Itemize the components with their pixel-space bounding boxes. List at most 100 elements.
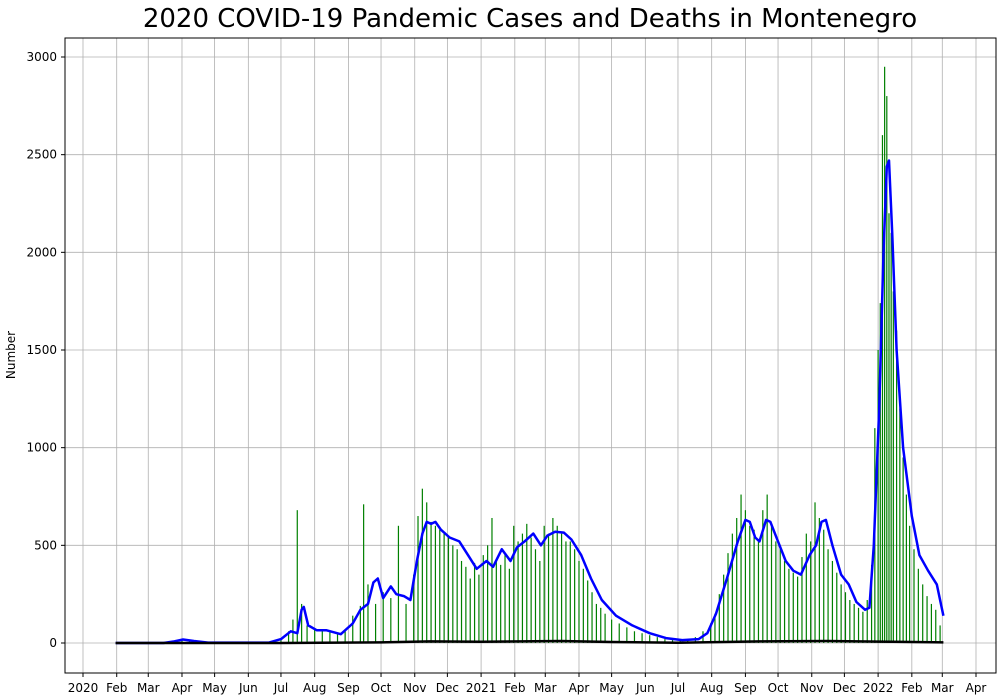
- case-bar: [810, 541, 812, 643]
- case-bar: [710, 623, 712, 643]
- case-bar: [862, 611, 864, 643]
- case-bar: [578, 560, 580, 643]
- y-axis-label: Number: [4, 331, 18, 379]
- case-bar: [491, 517, 493, 643]
- x-tick-label: Apr: [569, 681, 590, 695]
- case-bar: [792, 572, 794, 643]
- case-bar: [939, 625, 941, 643]
- x-tick-label: 2020: [68, 681, 99, 695]
- case-bar: [895, 330, 898, 643]
- case-bar: [439, 529, 441, 643]
- case-bar: [352, 615, 354, 643]
- x-tick-label: Dec: [436, 681, 459, 695]
- case-bar: [301, 603, 303, 643]
- case-bar: [749, 525, 751, 643]
- case-bar: [478, 574, 480, 643]
- case-bar: [513, 525, 515, 643]
- case-bar: [547, 533, 550, 643]
- case-bar: [374, 603, 377, 643]
- case-bar: [801, 557, 803, 643]
- case-bar: [421, 488, 423, 643]
- x-tick-label: Dec: [833, 681, 856, 695]
- deaths-line: [115, 639, 944, 645]
- case-bar: [836, 572, 838, 643]
- x-tick-label: May: [599, 681, 624, 695]
- case-bar: [731, 533, 733, 643]
- x-tick-label: Feb: [504, 681, 525, 695]
- case-bar: [779, 549, 781, 643]
- x-tick-label: Oct: [768, 681, 789, 695]
- case-bar: [569, 541, 571, 643]
- x-tick-label: Jul: [273, 681, 288, 695]
- case-bar: [565, 541, 567, 643]
- x-tick-label: Feb: [106, 681, 127, 695]
- x-tick-label: May: [202, 681, 227, 695]
- y-tick-label: 2000: [26, 245, 57, 259]
- case-bar: [909, 525, 911, 643]
- case-bar: [718, 594, 720, 643]
- case-bar: [443, 533, 445, 643]
- case-bar: [857, 607, 860, 643]
- case-bar: [452, 545, 454, 643]
- case-bar: [456, 549, 458, 643]
- case-bar: [740, 494, 742, 643]
- case-bar: [633, 631, 636, 643]
- case-bar: [426, 502, 428, 643]
- case-bar: [823, 529, 825, 643]
- cases-average-line: [115, 159, 945, 645]
- case-bar: [611, 619, 613, 643]
- case-bar: [888, 213, 890, 643]
- case-bar: [314, 629, 316, 643]
- x-tick-label: Nov: [403, 681, 426, 695]
- case-bar: [922, 584, 924, 643]
- x-tick-label: Aug: [303, 681, 326, 695]
- case-bar: [853, 603, 855, 643]
- case-bar: [434, 525, 437, 643]
- trend-lines: [115, 159, 945, 645]
- y-tick-label: 1500: [26, 343, 57, 357]
- case-bar: [797, 576, 799, 643]
- y-tick-label: 0: [49, 636, 57, 650]
- case-bar: [460, 560, 463, 643]
- case-bar: [556, 525, 558, 643]
- case-bar: [482, 555, 484, 643]
- case-bar: [367, 584, 369, 643]
- case-bar: [844, 592, 847, 643]
- case-bar: [530, 537, 532, 643]
- y-axis: 0 500 1000 1500 2000 2500 3000: [26, 50, 65, 650]
- case-bar: [500, 564, 502, 643]
- case-bar: [714, 613, 716, 643]
- case-bar: [814, 502, 816, 643]
- case-bar: [181, 639, 183, 643]
- case-bar: [344, 629, 346, 643]
- case-bar: [849, 600, 851, 643]
- x-tick-label: Mar: [534, 681, 557, 695]
- case-bar: [917, 568, 919, 643]
- case-bar: [582, 568, 584, 643]
- case-bar: [417, 516, 419, 643]
- case-bar: [504, 553, 506, 643]
- case-bar: [899, 408, 901, 643]
- case-bar: [390, 598, 392, 643]
- case-bar: [902, 457, 904, 643]
- case-bar: [539, 560, 541, 643]
- chart-title: 2020 COVID-19 Pandemic Cases and Deaths …: [143, 4, 917, 34]
- x-tick-label: Apr: [966, 681, 987, 695]
- case-bar: [280, 638, 282, 643]
- case-bar: [736, 517, 738, 643]
- case-bar: [329, 632, 331, 643]
- case-bar: [805, 533, 807, 643]
- case-bar: [744, 510, 747, 643]
- case-bar: [840, 584, 842, 643]
- x-tick-label: Jul: [670, 681, 685, 695]
- case-bar: [587, 580, 589, 643]
- case-bar: [591, 592, 593, 643]
- case-bar: [405, 603, 407, 643]
- case-bar: [508, 568, 510, 643]
- case-bar: [757, 541, 760, 643]
- case-bar: [296, 510, 298, 643]
- y-tick-label: 3000: [26, 50, 57, 64]
- case-bar: [664, 639, 666, 643]
- case-bar: [827, 549, 829, 643]
